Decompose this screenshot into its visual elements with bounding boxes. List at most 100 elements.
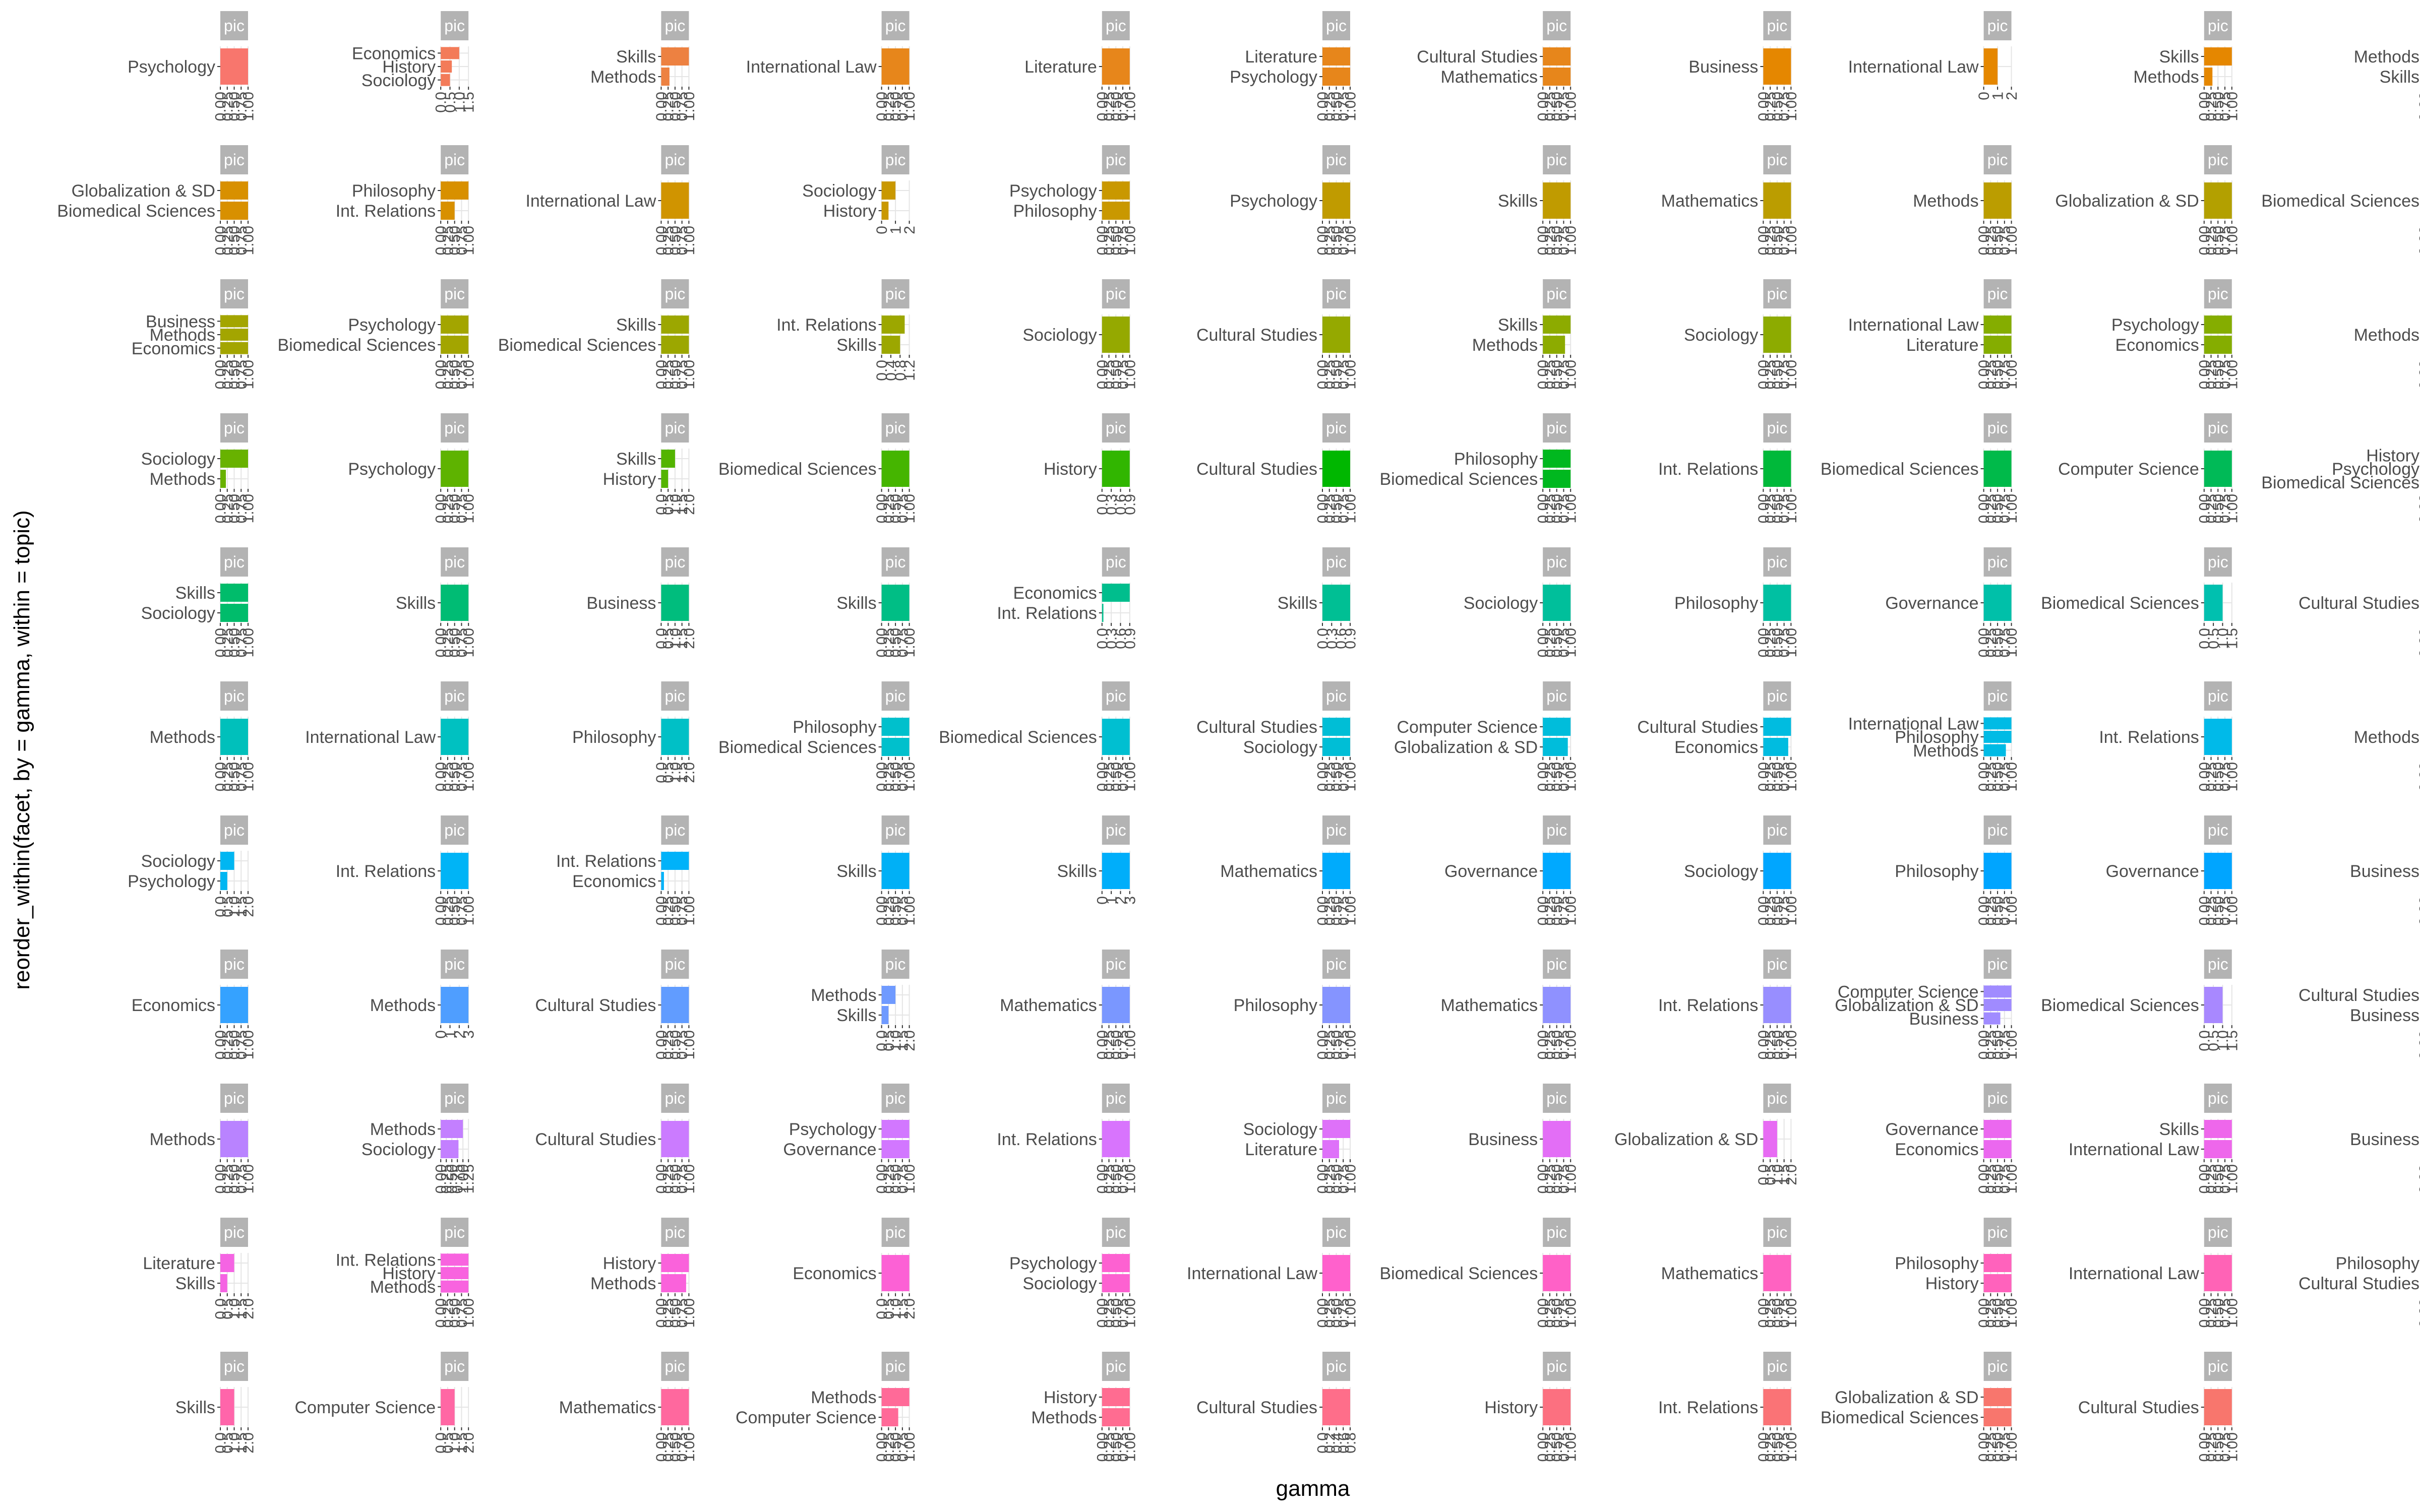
bar (881, 316, 905, 334)
category-label: Cultural Studies (2078, 1398, 2199, 1417)
category-label: Int. Relations (1658, 996, 1758, 1015)
x-tick-label: 0.00 (874, 762, 890, 791)
bar (1763, 451, 1791, 487)
bar (881, 853, 910, 889)
category-label: International Law (2069, 1140, 2199, 1159)
facet-strip-label: pic (885, 17, 906, 35)
x-tick-label: 1.00 (2004, 360, 2020, 389)
bar (220, 987, 248, 1023)
facet-strip-label: pic (1767, 151, 1787, 169)
x-tick-label: 0.50 (888, 628, 904, 657)
category-label: Biomedical Sciences (277, 336, 436, 355)
x-tick-label: 0.50 (1108, 360, 1125, 389)
x-tick-label: 0.50 (226, 494, 243, 523)
x-tick-label: 0.25 (881, 762, 897, 791)
category-label: Cultural Studies (1417, 47, 1538, 67)
category-label: Methods (150, 470, 215, 489)
x-tick-label: 1.00 (1122, 1030, 1138, 1059)
x-tick-label: 0.50 (1328, 360, 1345, 389)
bar (881, 986, 896, 1004)
category-label: History (1484, 1398, 1538, 1417)
x-tick-label: 2.0 (901, 1030, 918, 1051)
facet-strip-label: pic (1326, 151, 1347, 169)
x-tick-label: 1.00 (1122, 226, 1138, 255)
facet-strip-label: pic (1326, 687, 1347, 705)
x-tick-label: 0.00 (2196, 762, 2213, 791)
category-label: Methods (370, 1120, 436, 1139)
category-label: Cultural Studies (1196, 1398, 1317, 1417)
x-tick-label: 0.5 (219, 896, 236, 917)
category-label: Mathematics (559, 1398, 656, 1417)
facet-strip-label: pic (444, 285, 465, 303)
x-tick-label: 0.25 (219, 762, 236, 791)
x-tick-label: 0.3 (1104, 494, 1120, 515)
x-tick-label: 0.00 (653, 1030, 670, 1059)
x-tick-label: 1.25 (461, 1164, 477, 1193)
category-label: Psychology (1009, 181, 1097, 201)
x-tick-label: 0.00 (874, 628, 890, 657)
facet-panel: pic Literature 0.000.250.500.751.00 (1024, 11, 1138, 121)
facet-strip-label: pic (1767, 687, 1787, 705)
x-tick-label: 0.25 (2203, 360, 2220, 389)
x-tick-label: 1.00 (1783, 494, 1800, 523)
x-tick-label: 0.00 (1756, 360, 1772, 389)
bar (1983, 853, 2012, 889)
bar (661, 1254, 689, 1272)
bar (1543, 316, 1571, 334)
facet-strip-label: pic (1106, 1223, 1126, 1241)
x-tick-label: 0.75 (1996, 226, 2013, 255)
x-tick-label: 1.00 (1563, 494, 1580, 523)
bar (1102, 1121, 1130, 1157)
category-label: Skills (1498, 192, 1538, 211)
facet-strip-label: pic (1767, 419, 1787, 437)
facet-strip-label: pic (1326, 419, 1347, 437)
category-label: History (2366, 447, 2419, 466)
x-tick-label: 0.50 (1108, 226, 1125, 255)
facet-panel: pic Philosophy 0.000.250.500.751.00 (1234, 950, 1359, 1059)
category-label: Biomedical Sciences (57, 202, 215, 221)
x-tick-label: 0.00 (1094, 1030, 1111, 1059)
facet-panel: pic Psychology 0.000.250.500.751.00 (1230, 145, 1359, 255)
x-tick-label: 0.25 (1542, 494, 1558, 523)
x-tick-label: 0.75 (2217, 360, 2234, 389)
category-label: Psychology (2332, 460, 2419, 479)
x-tick-label: 0.00 (1535, 1030, 1552, 1059)
facet-strip-label: pic (1767, 285, 1787, 303)
x-tick-label: 1.00 (1783, 92, 1800, 121)
category-label: International Law (525, 192, 656, 211)
category-label: Biomedical Sciences (939, 728, 1097, 747)
category-label: Mathematics (1440, 996, 1538, 1015)
bar (1322, 47, 1350, 66)
facet-strip (881, 11, 910, 40)
x-tick-label: 0.75 (1556, 1030, 1572, 1059)
x-tick-label: 0.00 (2196, 92, 2213, 121)
bar (1102, 451, 1130, 487)
x-tick-label: 0.00 (2196, 226, 2213, 255)
category-label: Skills (175, 1274, 215, 1293)
facet-strip (1763, 547, 1791, 577)
x-tick-label: 0.75 (454, 360, 470, 389)
facet-strip (1102, 681, 1130, 711)
facet-strip-label: pic (664, 17, 685, 35)
category-label: Governance (1885, 594, 1978, 613)
bar (1983, 985, 2012, 998)
x-tick-label: 0.75 (2217, 896, 2234, 925)
facet-strip-label: pic (1987, 1223, 2008, 1241)
bar (2204, 1389, 2232, 1425)
facet-strip (661, 145, 689, 174)
x-tick-label: 0.75 (1996, 628, 2013, 657)
bar (1543, 987, 1571, 1023)
category-label: Cultural Studies (1196, 460, 1317, 479)
x-tick-label: 0.00 (433, 762, 450, 791)
category-label: International Law (1848, 57, 1979, 77)
x-tick-label: 0.00 (1756, 226, 1772, 255)
